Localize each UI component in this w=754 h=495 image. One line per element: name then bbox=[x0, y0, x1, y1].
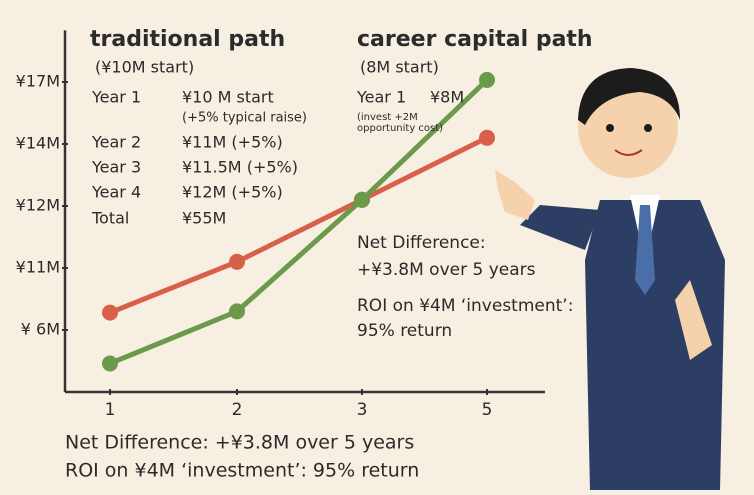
row-value: ¥11M (+5%) bbox=[182, 133, 283, 152]
row-value: ¥55M bbox=[182, 209, 226, 228]
data-point bbox=[102, 304, 118, 321]
data-point bbox=[229, 303, 245, 320]
summary-text: 95% return bbox=[357, 321, 452, 341]
x-tick-label: 3 bbox=[357, 400, 368, 420]
summary-text: Net Difference: bbox=[357, 233, 486, 253]
row-label: Year 1 bbox=[356, 88, 406, 107]
data-point bbox=[479, 71, 495, 88]
y-tick-label: ¥14M bbox=[16, 134, 60, 153]
row-value: ¥12M (+5%) bbox=[182, 183, 283, 202]
presenter-illustration bbox=[495, 68, 725, 490]
row-note: (+5% typical raise) bbox=[182, 111, 307, 126]
summary-text: ROI on ¥4M ‘investment’: bbox=[357, 296, 573, 316]
data-point bbox=[102, 355, 118, 372]
row-label: Year 4 bbox=[91, 183, 141, 202]
row-value: ¥10 M start bbox=[182, 88, 274, 107]
series-line bbox=[109, 135, 489, 315]
x-tick-label: 5 bbox=[482, 400, 493, 420]
row-note: opportunity cost) bbox=[357, 123, 443, 134]
footer-text: Net Difference: +¥3.8M over 5 years bbox=[65, 432, 414, 454]
row-value: ¥11.5M (+5%) bbox=[182, 158, 298, 177]
row-label: Year 2 bbox=[91, 133, 141, 152]
row-label: Year 1 bbox=[91, 88, 141, 107]
data-point bbox=[354, 191, 370, 208]
x-tick-label: 1 bbox=[105, 400, 116, 420]
x-tick-label: 2 bbox=[232, 400, 243, 420]
y-tick-label: ¥17M bbox=[16, 72, 60, 91]
subtitle: (¥10M start) bbox=[95, 58, 194, 77]
row-note: (invest +2M bbox=[357, 112, 418, 123]
row-label: Total bbox=[91, 209, 129, 228]
series-title: career capital path bbox=[357, 27, 593, 52]
y-tick-label: ¥ 6M bbox=[21, 320, 60, 339]
footer-text: ROI on ¥4M ‘investment’: 95% return bbox=[65, 460, 419, 482]
y-tick-label: ¥12M bbox=[16, 196, 60, 215]
row-label: Year 3 bbox=[91, 158, 141, 177]
summary-text: +¥3.8M over 5 years bbox=[357, 260, 536, 280]
series-title: traditional path bbox=[90, 27, 285, 52]
data-point bbox=[229, 253, 245, 270]
subtitle: (8M start) bbox=[360, 58, 439, 77]
row-value: ¥8M bbox=[430, 88, 464, 107]
y-tick-label: ¥11M bbox=[16, 258, 60, 277]
data-point bbox=[479, 129, 495, 146]
series-line bbox=[109, 78, 489, 366]
